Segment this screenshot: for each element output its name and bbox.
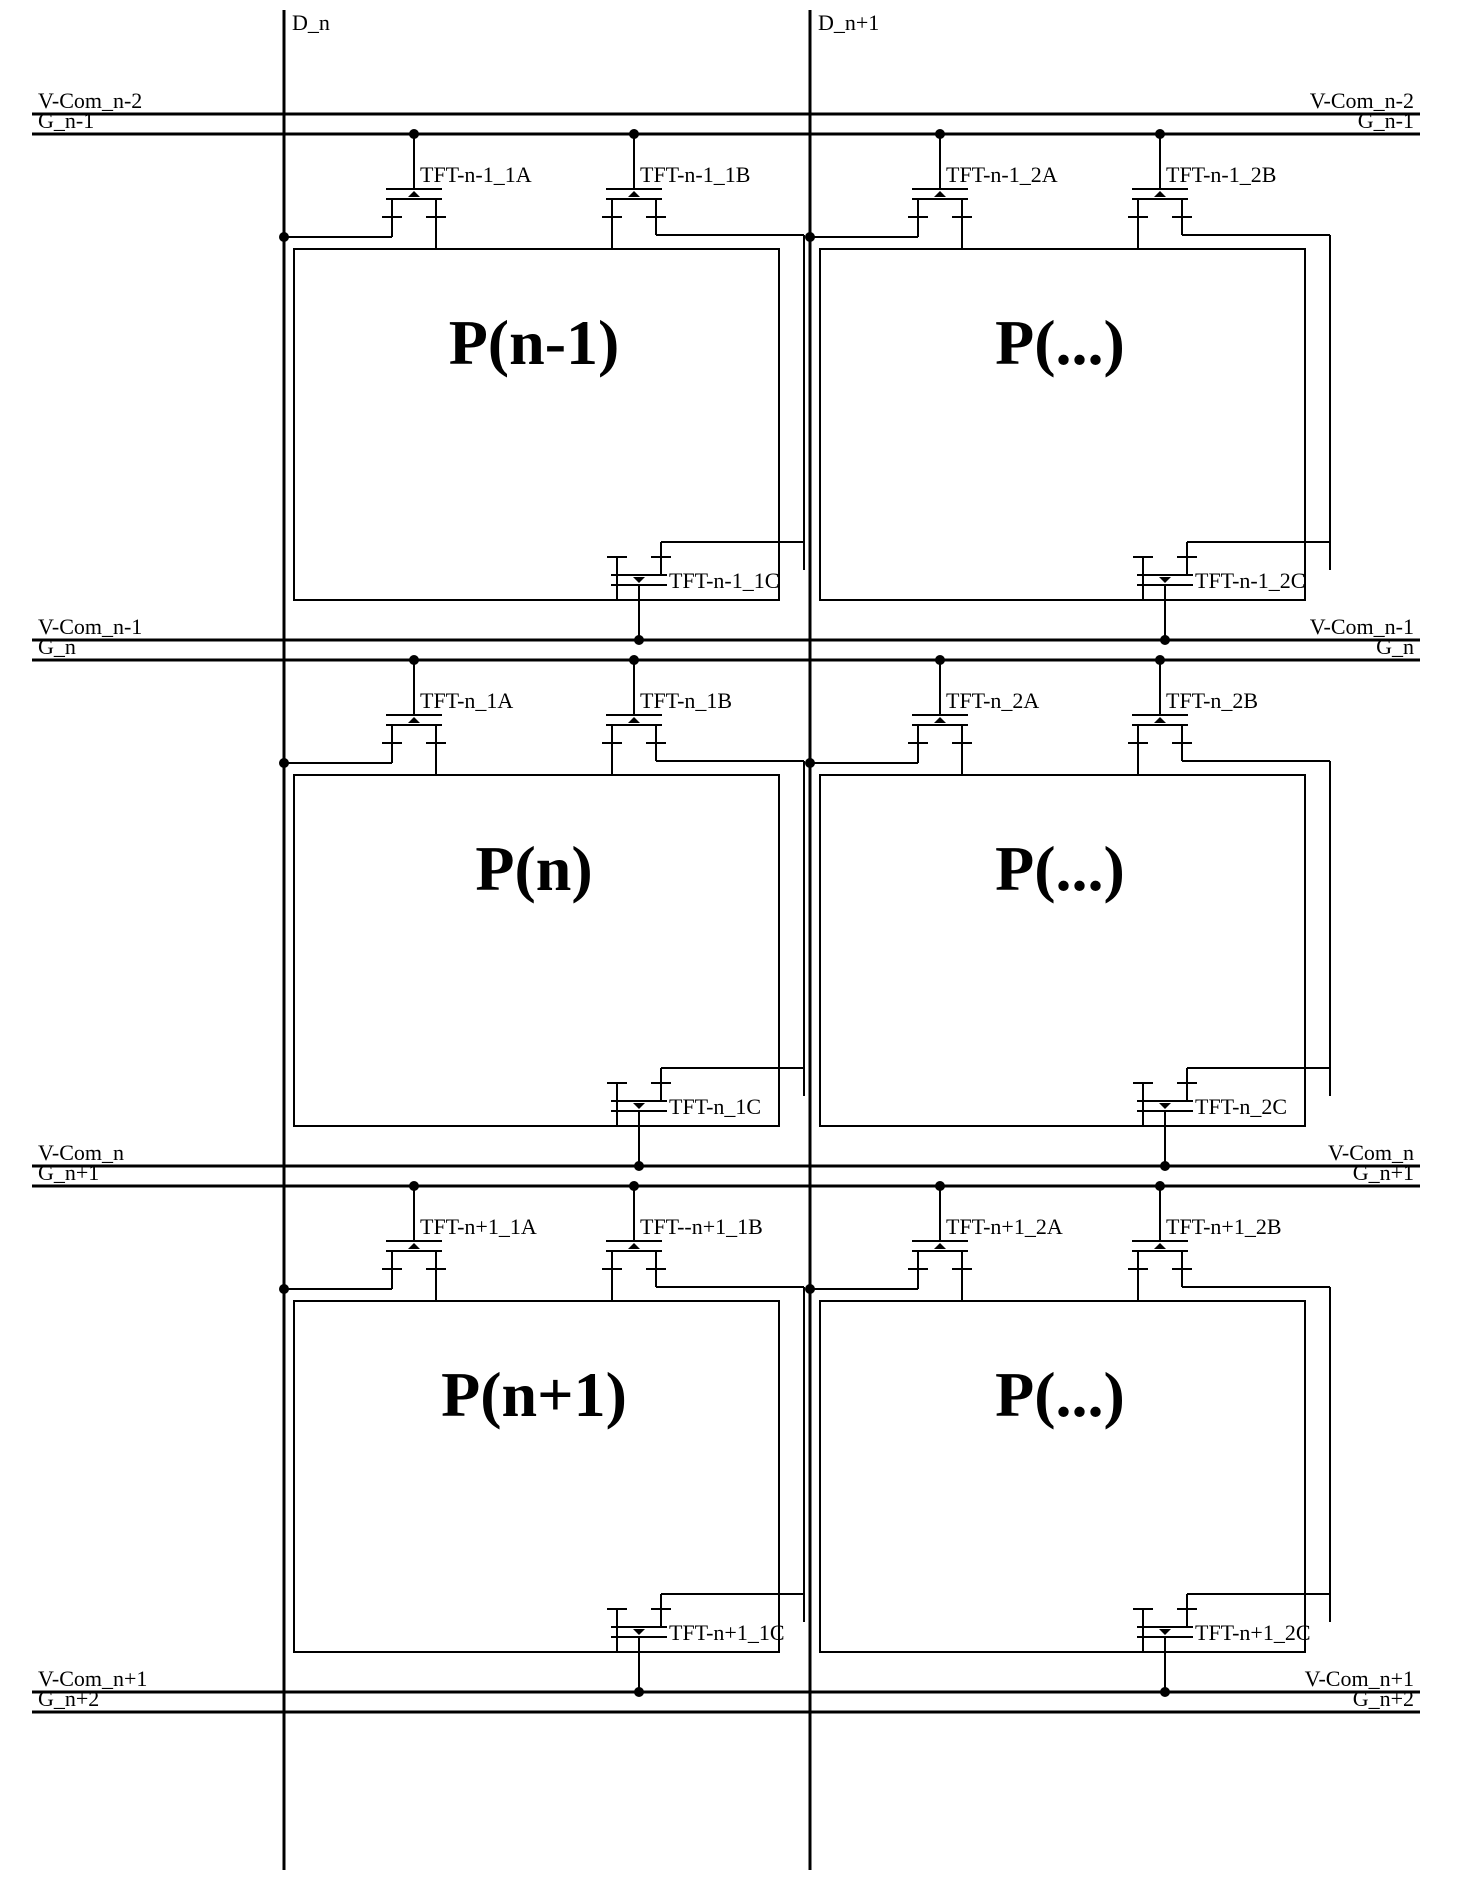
svg-text:TFT-n_1C: TFT-n_1C [669,1094,761,1119]
svg-text:P(...): P(...) [995,1359,1125,1430]
svg-text:P(...): P(...) [995,307,1125,378]
svg-text:TFT-n-1_2B: TFT-n-1_2B [1166,162,1276,187]
svg-text:TFT-n-1_2A: TFT-n-1_2A [946,162,1058,187]
svg-text:TFT--n+1_1B: TFT--n+1_1B [640,1214,763,1239]
svg-text:TFT-n_2A: TFT-n_2A [946,688,1039,713]
svg-text:TFT-n_2C: TFT-n_2C [1195,1094,1287,1119]
svg-text:TFT-n+1_1C: TFT-n+1_1C [669,1620,785,1645]
hline-label-left: G_n+2 [38,1686,99,1711]
hline-label-right: G_n [1376,634,1414,659]
svg-text:TFT-n-1_1C: TFT-n-1_1C [669,568,779,593]
svg-text:TFT-n_1B: TFT-n_1B [640,688,732,713]
svg-text:P(n-1): P(n-1) [449,307,620,378]
hline-label-right: G_n-1 [1358,108,1414,133]
hline-label-left: G_n+1 [38,1160,99,1185]
hline-label-right: G_n+2 [1353,1686,1414,1711]
hline-label-left: G_n-1 [38,108,94,133]
svg-text:TFT-n_1A: TFT-n_1A [420,688,513,713]
hline-label-right: G_n+1 [1353,1160,1414,1185]
svg-text:TFT-n+1_1A: TFT-n+1_1A [420,1214,537,1239]
svg-text:P(n+1): P(n+1) [441,1359,627,1430]
svg-text:TFT-n-1_1B: TFT-n-1_1B [640,162,750,187]
hline-label-left: G_n [38,634,76,659]
svg-text:P(n): P(n) [475,833,592,904]
svg-text:TFT-n+1_2B: TFT-n+1_2B [1166,1214,1282,1239]
svg-text:P(...): P(...) [995,833,1125,904]
vline-label: D_n+1 [818,10,879,35]
svg-text:TFT-n_2B: TFT-n_2B [1166,688,1258,713]
svg-text:TFT-n+1_2A: TFT-n+1_2A [946,1214,1063,1239]
svg-text:TFT-n+1_2C: TFT-n+1_2C [1195,1620,1311,1645]
svg-text:TFT-n-1_2C: TFT-n-1_2C [1195,568,1305,593]
vline-label: D_n [292,10,330,35]
svg-text:TFT-n-1_1A: TFT-n-1_1A [420,162,532,187]
